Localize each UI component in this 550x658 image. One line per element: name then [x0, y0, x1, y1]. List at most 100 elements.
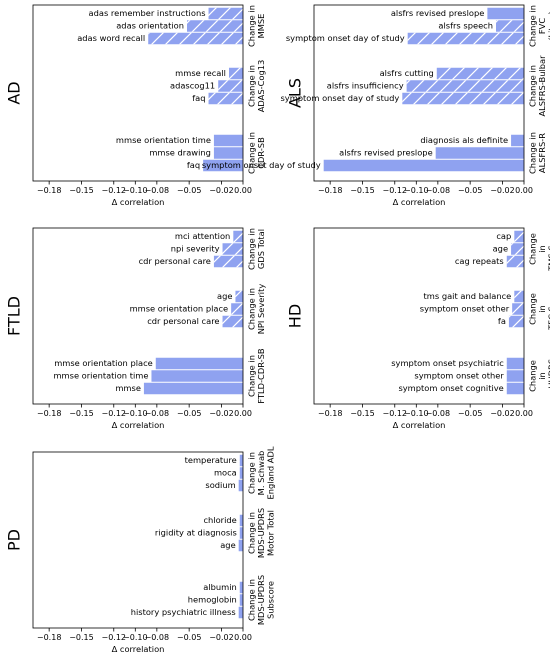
x-tick-label: −0.02	[209, 409, 234, 418]
bar-label: mmse orientation place	[54, 358, 153, 368]
outcome-label: in	[537, 245, 547, 253]
bar-label: alsfrs revised preslope	[391, 8, 485, 18]
x-tick-label: −0.05	[177, 186, 202, 195]
disease-label: ALS	[286, 78, 305, 108]
bar	[239, 581, 243, 594]
outcome-label: Change	[528, 233, 538, 265]
outcome-label: CDR-SB	[256, 137, 266, 169]
bar-label: temperature	[185, 455, 237, 465]
bar	[506, 382, 524, 395]
panel-ftld: FTLD mci attention npi severity cdr persona…	[5, 227, 266, 430]
plot-frame	[313, 227, 525, 405]
outcome-label: Change	[528, 360, 538, 392]
outcome-label: Change in	[528, 5, 538, 47]
x-tick-label: −0.10	[123, 633, 148, 642]
disease-label: AD	[5, 81, 24, 104]
x-tick-label: −0.15	[350, 186, 375, 195]
bar	[151, 370, 243, 382]
x-tick-label: −0.02	[490, 186, 515, 195]
x-tick-label: 0.00	[234, 186, 252, 195]
outcome-label: FVC	[537, 18, 547, 34]
x-tick-label: −0.05	[458, 409, 483, 418]
x-tick-label: −0.08	[145, 186, 170, 195]
x-tick-label: −0.12	[102, 633, 127, 642]
bar-label: chloride	[203, 515, 236, 525]
bar-hatch	[406, 80, 524, 92]
bar-label: mmse orientation place	[130, 304, 229, 314]
bar-hatch	[235, 290, 243, 303]
bar	[323, 159, 524, 172]
outcome-label: Change in	[247, 132, 257, 174]
bar	[203, 159, 243, 172]
bar	[511, 134, 524, 147]
bar-label: mmse drawing	[149, 148, 211, 158]
bar-hatch	[514, 290, 524, 303]
bar-hatch	[508, 315, 524, 328]
bar-hatch	[512, 303, 524, 315]
x-tick-label: −0.02	[209, 186, 234, 195]
bar-label: moca	[214, 468, 237, 478]
x-tick-label: −0.18	[37, 186, 62, 195]
x-tick-label: −0.02	[209, 633, 234, 642]
bar-label: mmse orientation time	[116, 135, 211, 145]
bar-hatch	[218, 80, 243, 92]
panel-ad: AD adas remember instructions adas orienta…	[5, 4, 266, 207]
outcome-label: Change in	[247, 355, 257, 397]
x-tick-label: −0.10	[404, 186, 429, 195]
x-tick-label: −0.12	[102, 186, 127, 195]
panel-als: ALS alsfrs revised preslope alsfrs speech s…	[202, 4, 550, 207]
bar	[143, 382, 243, 395]
bar-label: symptom onset other	[420, 304, 510, 314]
bar	[213, 147, 243, 159]
bar-label: mmse orientation time	[53, 371, 148, 381]
outcome-label: MMSE	[256, 14, 266, 39]
outcome-label: ALSFRS-Bulbar	[537, 55, 547, 117]
outcome-label: Change in	[528, 65, 538, 107]
x-tick-label: −0.05	[177, 633, 202, 642]
outcome-label: Change in	[247, 452, 257, 494]
x-tick-label: −0.18	[37, 409, 62, 418]
plot-frame	[32, 451, 244, 629]
x-tick-label: −0.05	[458, 186, 483, 195]
bar-label: symptom onset psychiatric	[391, 358, 504, 368]
x-axis-label: Δ correlation	[112, 644, 165, 654]
bar-label: diagnosis als definite	[420, 135, 508, 145]
x-axis-label: Δ correlation	[393, 197, 446, 207]
outcome-label: ALSFRS-R	[537, 133, 547, 173]
outcome-label: Change in	[247, 579, 257, 621]
bar-label: adas word recall	[77, 33, 145, 43]
x-axis-label: Δ correlation	[112, 197, 165, 207]
x-axis-label: Δ correlation	[112, 420, 165, 430]
bar-label: adas remember instructions	[89, 8, 206, 18]
x-tick-label: −0.08	[145, 409, 170, 418]
bar-label: age	[217, 291, 232, 301]
x-tick-label: −0.10	[123, 186, 148, 195]
x-axis-label: Δ correlation	[393, 420, 446, 430]
x-tick-label: −0.02	[490, 409, 515, 418]
bar-label: rigidity at diagnosis	[155, 528, 237, 538]
bar-hatch	[514, 230, 524, 243]
bar-label: mmse	[115, 383, 141, 393]
bar-hatch	[402, 92, 524, 105]
bar	[213, 134, 243, 147]
bar-label: sodium	[205, 480, 235, 490]
outcome-label: MDS-UPDRS	[256, 575, 266, 625]
plot-frame	[32, 4, 244, 182]
outcome-label: Change in	[528, 132, 538, 174]
bar	[239, 467, 243, 479]
disease-label: PD	[5, 529, 24, 551]
bar-label: mmse recall	[175, 68, 226, 78]
x-tick-label: −0.15	[69, 409, 94, 418]
x-tick-label: −0.15	[350, 409, 375, 418]
outcome-label: M. Schwab	[256, 451, 266, 496]
bar-hatch	[208, 7, 243, 20]
plot-frame	[32, 227, 244, 405]
x-tick-label: −0.05	[177, 409, 202, 418]
bar-label: alsfrs cutting	[380, 68, 434, 78]
x-tick-label: 0.00	[234, 633, 252, 642]
bar-label: cdr personal care	[139, 256, 211, 266]
bar-hatch	[229, 67, 243, 80]
